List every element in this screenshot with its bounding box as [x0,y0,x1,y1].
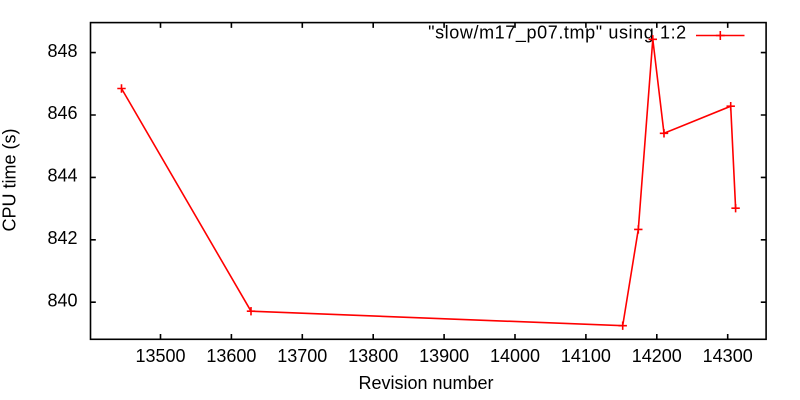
svg-text:842: 842 [47,228,77,248]
svg-text:844: 844 [47,166,77,186]
svg-text:13500: 13500 [135,346,185,366]
svg-text:14000: 14000 [490,346,540,366]
svg-text:"slow/m17_p07.tmp" using 1:2: "slow/m17_p07.tmp" using 1:2 [428,22,687,43]
svg-text:14100: 14100 [561,346,611,366]
svg-text:848: 848 [47,41,77,61]
svg-text:13700: 13700 [277,346,327,366]
svg-text:14300: 14300 [703,346,753,366]
svg-text:13600: 13600 [206,346,256,366]
svg-text:CPU time (s): CPU time (s) [0,129,20,232]
svg-text:Revision number: Revision number [358,373,493,393]
svg-text:13800: 13800 [348,346,398,366]
svg-text:840: 840 [47,290,77,310]
svg-text:846: 846 [47,103,77,123]
svg-text:14200: 14200 [632,346,682,366]
svg-text:13900: 13900 [419,346,469,366]
